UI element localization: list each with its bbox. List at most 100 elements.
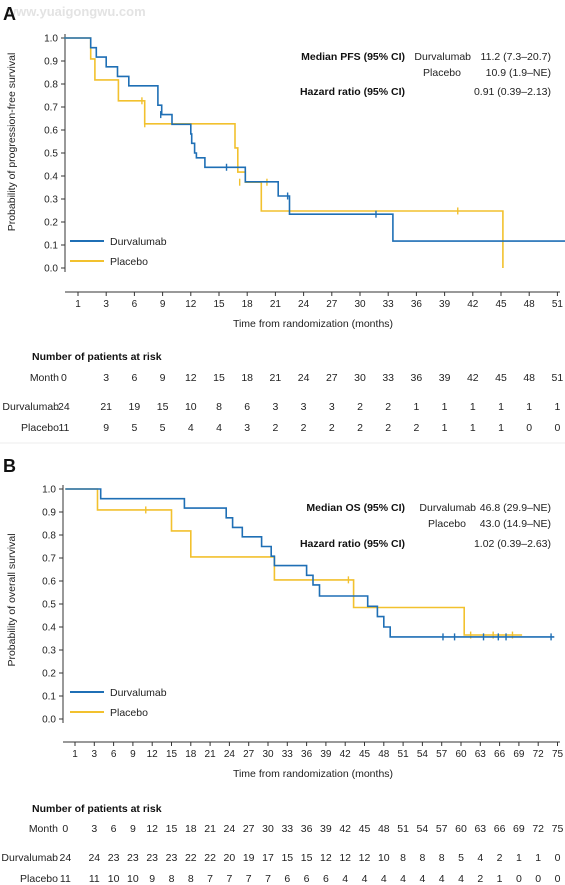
panel-a-risk-month: 51	[552, 372, 564, 384]
panel-b-stats-arm-1: Durvalumab	[419, 502, 476, 514]
panel-b-placebo-curve	[65, 488, 523, 636]
panel-a-risk-month: 42	[467, 372, 479, 384]
panel-a-risk-durvalumab-value: 3	[301, 401, 307, 413]
panel-b-risk-durvalumab-value: 23	[146, 852, 158, 864]
panel-b-letter: B	[3, 456, 16, 476]
panel-b-risk-month: 51	[397, 823, 409, 835]
panel-a-risk-placebo-value: 2	[301, 422, 307, 434]
panel-a-risk-placebo-value: 4	[216, 422, 222, 434]
panel-b-risk-durvalumab-value: 23	[166, 852, 178, 864]
panel-b-y-tick-label: 0.7	[42, 554, 56, 565]
panel-a-risk-durvalumab-value: 1	[442, 401, 448, 413]
panel-b-risk-durvalumab-value: 4	[477, 852, 483, 864]
panel-b-y-tick-label: 0.0	[42, 715, 56, 726]
panel-b-risk-placebo-value: 2	[477, 873, 483, 885]
panel-a-risk-month: 9	[160, 372, 166, 384]
panel-b-x-tick-label: 63	[475, 749, 487, 760]
panel-b-risk-placebo-value: 6	[323, 873, 329, 885]
panel-b-stats-title: Median OS (95% CI)	[306, 502, 405, 514]
panel-b-x-tick-label: 6	[111, 749, 117, 760]
panel-a-risk-placebo-value: 5	[160, 422, 166, 434]
panel-b-stats-value-2: 43.0 (14.9–NE)	[480, 518, 551, 530]
panel-a-legend-durvalumab: Durvalumab	[110, 236, 167, 248]
panel-b-risk-placebo-value: 10	[108, 873, 120, 885]
panel-a-stats-title: Median PFS (95% CI)	[301, 51, 405, 63]
panel-a-stats-value-1: 11.2 (7.3–20.7)	[481, 51, 551, 63]
panel-b-risk-durvalumab-value: 22	[185, 852, 197, 864]
panel-b-risk-placebo-value: 7	[226, 873, 232, 885]
panel-a-risk-month: 30	[354, 372, 366, 384]
panel-b-x-tick-label: 1	[72, 749, 78, 760]
panel-b-risk-placebo-value: 0	[516, 873, 522, 885]
panel-b-risk-month: 3	[91, 823, 97, 835]
panel-b-x-tick-label: 54	[417, 749, 429, 760]
panel-b-x-tick-label: 9	[130, 749, 136, 760]
panel-b-risk-month: 54	[417, 823, 429, 835]
panel-b-risk-month: 48	[378, 823, 390, 835]
panel-b-y-tick-label: 0.8	[42, 531, 56, 542]
panel-a-risk-month: 48	[523, 372, 535, 384]
panel-b-risk-placebo-value: 1	[497, 873, 503, 885]
panel-b-risk-month: 60	[455, 823, 467, 835]
panel-a-risk-month: 0	[61, 372, 67, 384]
panel-a-risk-month: 3	[103, 372, 109, 384]
panel-b-risk-month: 57	[436, 823, 448, 835]
panel-a-x-tick-label: 27	[326, 299, 338, 310]
panel-b-x-tick-label: 12	[147, 749, 159, 760]
panel-a: A Probability of progression-free surviv…	[2, 4, 565, 434]
panel-a-hr-value: 0.91 (0.39–2.13)	[474, 86, 551, 98]
panel-b-risk-durvalumab-value: 10	[378, 852, 390, 864]
panel-a-hr-label: Hazard ratio (95% CI)	[300, 86, 405, 98]
panel-b-x-tick-label: 15	[166, 749, 178, 760]
panel-a-x-tick-label: 12	[185, 299, 197, 310]
panel-b-x-tick-label: 24	[224, 749, 236, 760]
panel-a-risk-month: 33	[382, 372, 394, 384]
panel-b-risk-durvalumab-value: 24	[60, 852, 72, 864]
panel-b-risk-placebo-value: 8	[169, 873, 175, 885]
panel-b-risk-placebo-value: 4	[419, 873, 425, 885]
panel-b: B Probability of overall survival Time f…	[1, 456, 563, 885]
panel-a-x-tick-label: 18	[242, 299, 254, 310]
panel-b-risk-durvalumab-value: 24	[88, 852, 100, 864]
panel-b-x-tick-label: 18	[185, 749, 197, 760]
panel-b-risk-placebo-value: 0	[535, 873, 541, 885]
panel-b-risk-month: 36	[301, 823, 313, 835]
panel-b-y-tick-label: 0.5	[42, 600, 56, 611]
panel-b-legend-durvalumab: Durvalumab	[110, 687, 167, 699]
panel-b-risk-month: 21	[204, 823, 216, 835]
panel-a-y-tick-label: 0.4	[44, 172, 58, 183]
panel-b-y-tick-label: 0.2	[42, 669, 56, 680]
panel-a-risk-durvalumab-value: 6	[244, 401, 250, 413]
panel-b-risk-month: 45	[359, 823, 371, 835]
panel-a-risk-month: 27	[326, 372, 338, 384]
panel-a-risk-title: Number of patients at risk	[32, 351, 162, 363]
panel-a-risk-durvalumab-value: 10	[185, 401, 197, 413]
panel-a-y-tick-label: 1.0	[44, 34, 58, 45]
panel-a-risk-month: 24	[298, 372, 310, 384]
panel-b-risk-month: 66	[494, 823, 506, 835]
panel-b-risk-placebo-value: 4	[458, 873, 464, 885]
panel-b-risk-placebo-value: 6	[284, 873, 290, 885]
panel-a-risk-durvalumab-value: 2	[385, 401, 391, 413]
panel-b-axes: 0.00.10.20.30.40.50.60.70.80.91.01 3 6 9 12 1…	[42, 485, 563, 761]
panel-a-x-tick-label: 51	[552, 299, 564, 310]
panel-b-y-tick-label: 0.3	[42, 646, 56, 657]
panel-b-risk-durvalumab-value: 20	[224, 852, 236, 864]
panel-b-y-tick-label: 0.6	[42, 577, 56, 588]
panel-a-stats-value-2: 10.9 (1.9–NE)	[486, 67, 551, 79]
panel-a-x-tick-label: 42	[467, 299, 479, 310]
panel-b-x-tick-label: 60	[455, 749, 467, 760]
panel-a-risk-placebo-value: 3	[244, 422, 250, 434]
panel-a-x-tick-label: 39	[439, 299, 451, 310]
panel-a-risk-placebo-value: 2	[385, 422, 391, 434]
panel-a-stats-arm-1: Durvalumab	[414, 51, 471, 63]
panel-b-risk-durvalumab-value: 19	[243, 852, 255, 864]
panel-b-x-tick-label: 57	[436, 749, 448, 760]
panel-a-risk-durvalumab-value: 8	[216, 401, 222, 413]
panel-b-y-tick-label: 1.0	[42, 485, 56, 496]
panel-a-risk-month: 6	[131, 372, 137, 384]
panel-b-risk-month: 72	[532, 823, 544, 835]
panel-b-x-tick-label: 33	[282, 749, 294, 760]
panel-b-risk-month: 75	[552, 823, 564, 835]
panel-a-ylabel: Probability of progression-free survival	[6, 53, 18, 232]
